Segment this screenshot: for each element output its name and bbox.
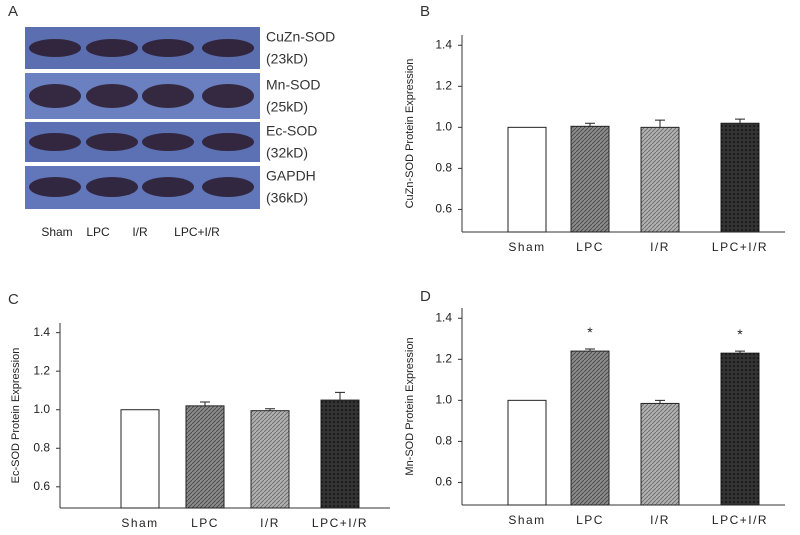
y-tick-label: 1.0 [33,402,50,416]
y-tick-label: 0.8 [435,434,452,448]
x-tick-label: LPC [191,516,219,530]
x-tick-label: Sham [121,516,158,530]
blot-band [86,39,138,57]
blot-row-name: Mn-SOD [266,77,320,93]
bar [640,402,680,506]
bar [185,405,225,509]
x-tick-label: LPC+I/R [712,240,768,254]
x-tick-label: Sham [508,513,545,527]
blot-band [202,133,254,151]
y-tick-label: 0.6 [435,475,452,489]
y-tick-label: 1.2 [435,351,452,365]
error-bar [655,119,665,128]
y-tick-label: 0.8 [435,161,452,175]
x-tick-label: LPC+I/R [712,513,768,527]
y-axis-label: CuZn-SOD Protein Expression [404,59,416,209]
blot-row-size: (25kD) [266,99,308,115]
panel-label: B [420,3,430,20]
x-tick-label: I/R [260,516,280,530]
blot-band [202,39,254,57]
blot-band [86,133,138,151]
blot-band [202,84,254,108]
blot-band [142,177,194,197]
error-bar [585,122,595,127]
significance-mark: * [587,324,593,340]
x-tick-label: I/R [650,513,670,527]
blot-row-name: GAPDH [266,168,316,184]
lane-label: LPC [86,225,110,239]
bar [320,399,360,509]
lane-label: LPC+I/R [174,225,220,239]
blot-row-size: (36kD) [266,190,308,206]
panel-label: A [8,3,18,20]
bar [720,122,760,233]
panel-label: D [420,288,431,305]
blot-band [86,84,138,108]
blot-band [29,84,81,108]
y-tick-label: 0.6 [435,202,452,216]
lane-label: Sham [41,225,72,239]
y-tick-label: 1.2 [33,363,50,377]
bar [570,125,610,233]
error-bar [335,391,345,401]
x-tick-label: LPC+I/R [312,516,368,530]
blot-band [86,177,138,197]
bar [507,126,547,233]
x-tick-label: LPC [576,240,604,254]
error-bar [265,408,275,411]
significance-mark: * [737,326,743,342]
error-bar [735,118,745,124]
blot-band [142,133,194,151]
y-tick-label: 0.6 [33,479,50,493]
y-tick-label: 1.4 [33,325,50,339]
bar [507,399,547,506]
bar [720,352,760,506]
blot-band [29,177,81,197]
y-axis-label: Ec-SOD Protein Expression [10,348,22,484]
blot-band [29,133,81,151]
blot-band [142,39,194,57]
blot-row-name: Ec-SOD [266,123,317,139]
y-tick-label: 1.4 [435,37,452,51]
x-tick-label: LPC [576,513,604,527]
lane-label: I/R [132,225,148,239]
x-tick-label: Sham [508,240,545,254]
x-tick-label: I/R [650,240,670,254]
blot-row-size: (23kD) [266,51,308,67]
y-tick-label: 1.0 [435,393,452,407]
blot-band [29,39,81,57]
error-bar [735,350,745,354]
blot-row-size: (32kD) [266,145,308,161]
bar [120,409,160,509]
error-bar [585,348,595,352]
y-tick-label: 1.2 [435,78,452,92]
blot-band [142,84,194,108]
y-tick-label: 0.8 [33,440,50,454]
blot-row-name: CuZn-SOD [266,29,335,45]
y-axis-label: Mn-SOD Protein Expression [404,337,416,475]
y-tick-label: 1.0 [435,120,452,134]
bar [250,410,290,509]
y-tick-label: 1.4 [435,310,452,324]
bar [570,350,610,506]
error-bar [200,401,210,406]
blot-band [202,177,254,197]
bar [640,126,680,233]
error-bar [655,399,665,404]
western-blot [25,27,260,209]
panel-label: C [8,291,19,308]
